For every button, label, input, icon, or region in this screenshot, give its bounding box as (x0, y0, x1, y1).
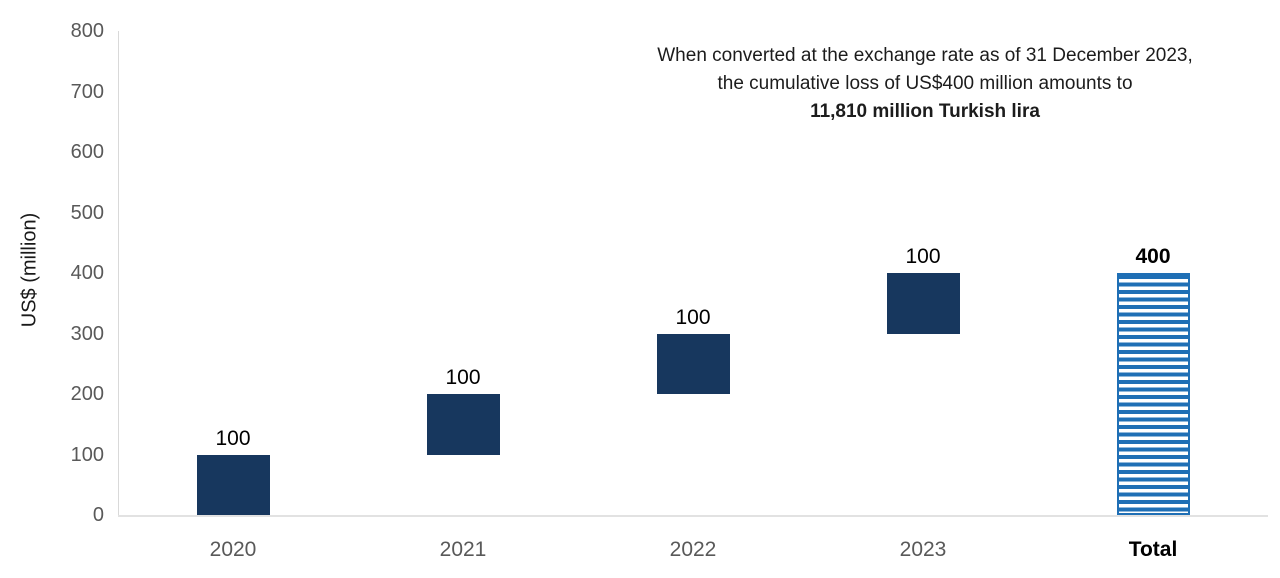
bar-segment-2020 (196, 454, 270, 515)
bar-segment-2023 (886, 273, 960, 334)
y-tick-label: 600 (70, 141, 104, 163)
x-axis-line (118, 515, 1268, 517)
annotation-line-2: the cumulative loss of US$400 million am… (717, 73, 1133, 94)
x-category-label-2020: 2020 (209, 538, 257, 561)
y-tick-label: 700 (70, 80, 104, 103)
x-category-label-2023: 2023 (899, 538, 947, 561)
bar-value-label-2022: 100 (675, 305, 711, 329)
y-tick-label: 300 (70, 322, 104, 345)
bar-segment-total (1116, 273, 1190, 515)
annotation-line-3: 11,810 million Turkish lira (810, 101, 1040, 122)
y-tick-label: 200 (70, 383, 104, 405)
annotation: When converted at the exchange rate as o… (565, 42, 1280, 126)
bar-segment-2022 (656, 333, 730, 394)
bar-value-label-2021: 100 (445, 366, 481, 389)
y-tick-label: 100 (70, 443, 104, 466)
x-category-label-2022: 2022 (669, 538, 717, 561)
x-category-label-total: Total (1128, 538, 1178, 561)
x-category-label-2021: 2021 (439, 538, 487, 561)
y-tick-label: 0 (92, 504, 104, 526)
bar-value-label-2020: 100 (215, 426, 251, 450)
y-tick-label: 800 (70, 20, 104, 42)
bar-value-label-2023: 100 (905, 245, 941, 268)
bar-value-label-total: 400 (1135, 245, 1171, 268)
y-tick-label: 400 (70, 262, 104, 284)
annotation-line-1: When converted at the exchange rate as o… (657, 45, 1193, 66)
y-tick-label: 500 (70, 201, 104, 224)
y-axis-line (118, 31, 119, 515)
bar-segment-2021 (426, 394, 500, 455)
